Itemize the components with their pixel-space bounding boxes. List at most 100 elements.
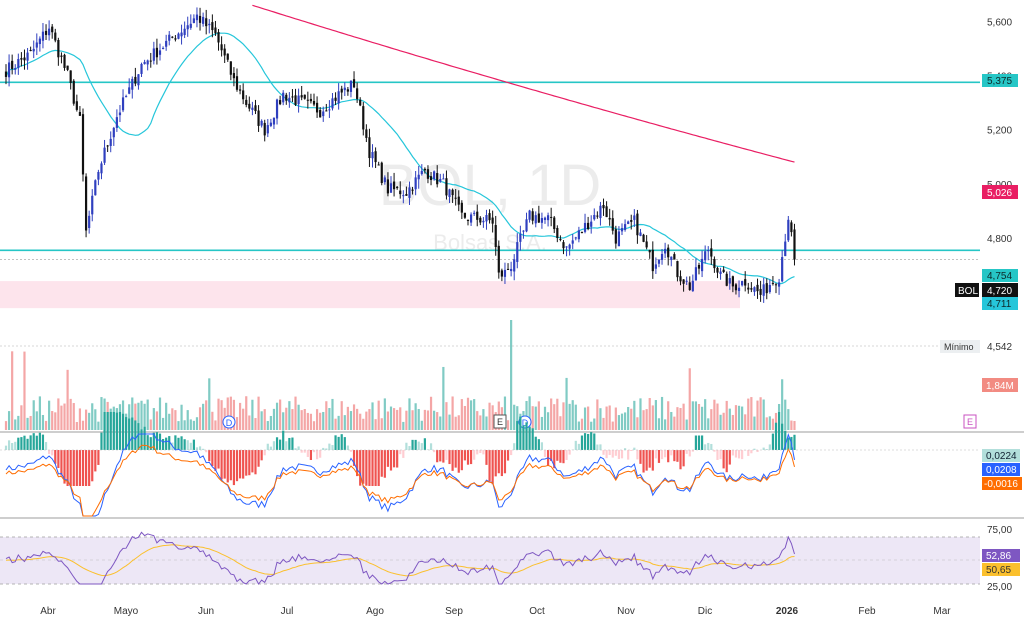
candle-body [553, 218, 555, 230]
candle-body [452, 190, 454, 195]
candle-body [100, 163, 102, 173]
macd-histogram-bar [642, 450, 644, 473]
volume-bar [36, 411, 38, 430]
candle-body [239, 89, 241, 90]
volume-bar [381, 418, 383, 430]
event-marker-earnings[interactable]: E [494, 415, 506, 428]
macd-histogram-bar [97, 450, 99, 465]
candle-body [507, 269, 509, 270]
candle-body [42, 32, 44, 41]
macd-histogram-bar [646, 450, 648, 471]
future-earnings-icon[interactable]: E [964, 415, 976, 428]
volume-bar [649, 398, 651, 430]
macd-histogram-bar [17, 438, 19, 450]
macd-histogram-bar [741, 450, 743, 459]
volume-bar [442, 367, 444, 430]
candle-body [732, 276, 734, 286]
candle-body [433, 171, 435, 179]
moving-averages [6, 5, 795, 284]
candle-body [701, 259, 703, 271]
volume-bar [362, 419, 364, 430]
candle-body [630, 220, 632, 222]
candle-body [501, 270, 503, 276]
macd-histogram-bar [322, 448, 324, 450]
macd-histogram-bar [590, 432, 592, 450]
volume-bar [470, 400, 472, 430]
candle-body [187, 25, 189, 29]
macd-histogram-bar [137, 423, 139, 450]
volume-bar [150, 419, 152, 430]
macd-histogram-bar [467, 450, 469, 465]
volume-bar [452, 396, 454, 430]
macd-histogram-bar [787, 438, 789, 450]
candle-body [790, 222, 792, 232]
rsi-band [0, 537, 980, 584]
candle-body [427, 169, 429, 179]
price-tick-label: 4,800 [987, 234, 1012, 245]
rsi-tick-75: 75,00 [987, 525, 1012, 536]
macd-histogram-bar [627, 450, 629, 460]
candle-body [695, 267, 697, 280]
candle-body [316, 103, 318, 113]
candle-body [415, 177, 417, 189]
volume-bar [553, 404, 555, 430]
volume-bar [606, 407, 608, 430]
candle-body [485, 215, 487, 221]
candle-body [525, 219, 527, 231]
macd-histogram-bar [636, 450, 638, 459]
time-axis-label: Sep [445, 606, 463, 617]
macd-histogram-bar [562, 450, 564, 463]
macd-histogram-bar [261, 450, 263, 460]
volume-bar [458, 415, 460, 430]
volume-bar [763, 400, 765, 430]
macd-value-tags: 0,0224 0,0208 -0,0016 [982, 449, 1022, 490]
candle-body [381, 163, 383, 183]
candle-body [596, 216, 598, 217]
volume-bar [756, 401, 758, 430]
volume-bar [202, 404, 204, 430]
candle-body [291, 96, 293, 97]
macd-histogram-bar [504, 450, 506, 473]
volume-bar [488, 403, 490, 430]
volume-bar [448, 415, 450, 430]
svg-text:4,542: 4,542 [987, 342, 1012, 353]
candle-body [20, 58, 22, 60]
event-marker-dividend-1[interactable]: D [223, 416, 235, 428]
volume-bar [88, 413, 90, 430]
price-tick-label: 5,600 [987, 18, 1012, 29]
macd-histogram-bar [165, 438, 167, 450]
candle-body [325, 110, 327, 111]
volume-bar [464, 406, 466, 430]
candle-body [54, 33, 56, 41]
volume-bar [544, 407, 546, 430]
volume-bar [562, 402, 564, 430]
macd-histogram-bar [396, 450, 398, 468]
macd-histogram-bar [716, 450, 718, 460]
candle-body [45, 31, 47, 35]
volume-bar [581, 419, 583, 430]
macd-histogram-bar [338, 437, 340, 450]
volume-bar [331, 399, 333, 430]
volume-bar [344, 415, 346, 430]
macd-histogram-bar [532, 428, 534, 450]
volume-bar [750, 397, 752, 430]
svg-text:E: E [497, 417, 503, 427]
candle-body [723, 270, 725, 272]
svg-text:D: D [226, 418, 233, 428]
volume-bar [590, 422, 592, 430]
candle-body [60, 56, 62, 57]
candle-body [679, 276, 681, 281]
candle-body [689, 282, 691, 290]
volume-bar [264, 409, 266, 430]
candle-body [273, 118, 275, 125]
macd-histogram-bar [211, 450, 213, 466]
candle-body [362, 106, 364, 129]
macd-histogram-bar [227, 450, 229, 482]
candle-body [587, 223, 589, 229]
volume-bar [350, 411, 352, 430]
last-price-tag: BOL 4,720 [955, 283, 1018, 297]
macd-histogram-bar [57, 450, 59, 468]
volume-bar [162, 418, 164, 430]
